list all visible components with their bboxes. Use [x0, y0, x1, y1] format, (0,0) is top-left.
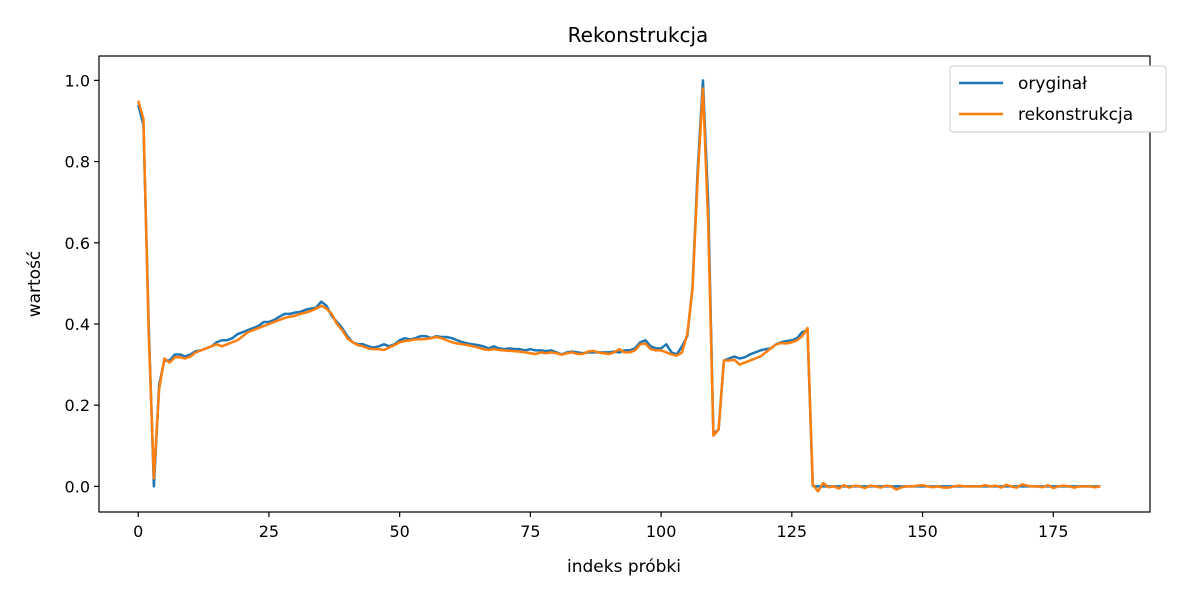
- legend-label-reconstruction: rekonstrukcja: [1018, 105, 1133, 125]
- y-tick-label: 0.6: [65, 234, 90, 253]
- x-tick-label: 175: [1038, 522, 1069, 541]
- y-tick-label: 0.2: [65, 396, 90, 415]
- y-tick-label: 1.0: [65, 71, 90, 90]
- x-tick-label: 100: [646, 522, 677, 541]
- chart-title: Rekonstrukcja: [568, 23, 709, 47]
- plot-frame: [98, 55, 1151, 513]
- x-tick-label: 75: [520, 522, 540, 541]
- x-tick-label: 125: [777, 522, 808, 541]
- y-tick-label: 0.0: [65, 477, 90, 496]
- y-axis-label: wartość: [25, 251, 45, 318]
- legend: oryginał rekonstrukcja: [949, 65, 1167, 133]
- y-tick-label: 0.8: [65, 153, 90, 172]
- legend-label-original: oryginał: [1018, 74, 1087, 94]
- x-tick-label: 0: [133, 522, 143, 541]
- x-tick-label: 50: [389, 522, 409, 541]
- x-tick-label: 25: [259, 522, 279, 541]
- plot-lines: [137, 79, 1101, 493]
- series-line-reconstruction: [137, 87, 1101, 493]
- legend-box: [949, 65, 1167, 133]
- y-axis: 0.0 0.2 0.4 0.6 0.8 1.0: [65, 71, 99, 496]
- x-tick-label: 150: [907, 522, 938, 541]
- y-tick-label: 0.4: [65, 315, 90, 334]
- x-axis: 0 25 50 75 100 125 150 175: [133, 512, 1069, 541]
- x-axis-label: indeks próbki: [567, 557, 681, 577]
